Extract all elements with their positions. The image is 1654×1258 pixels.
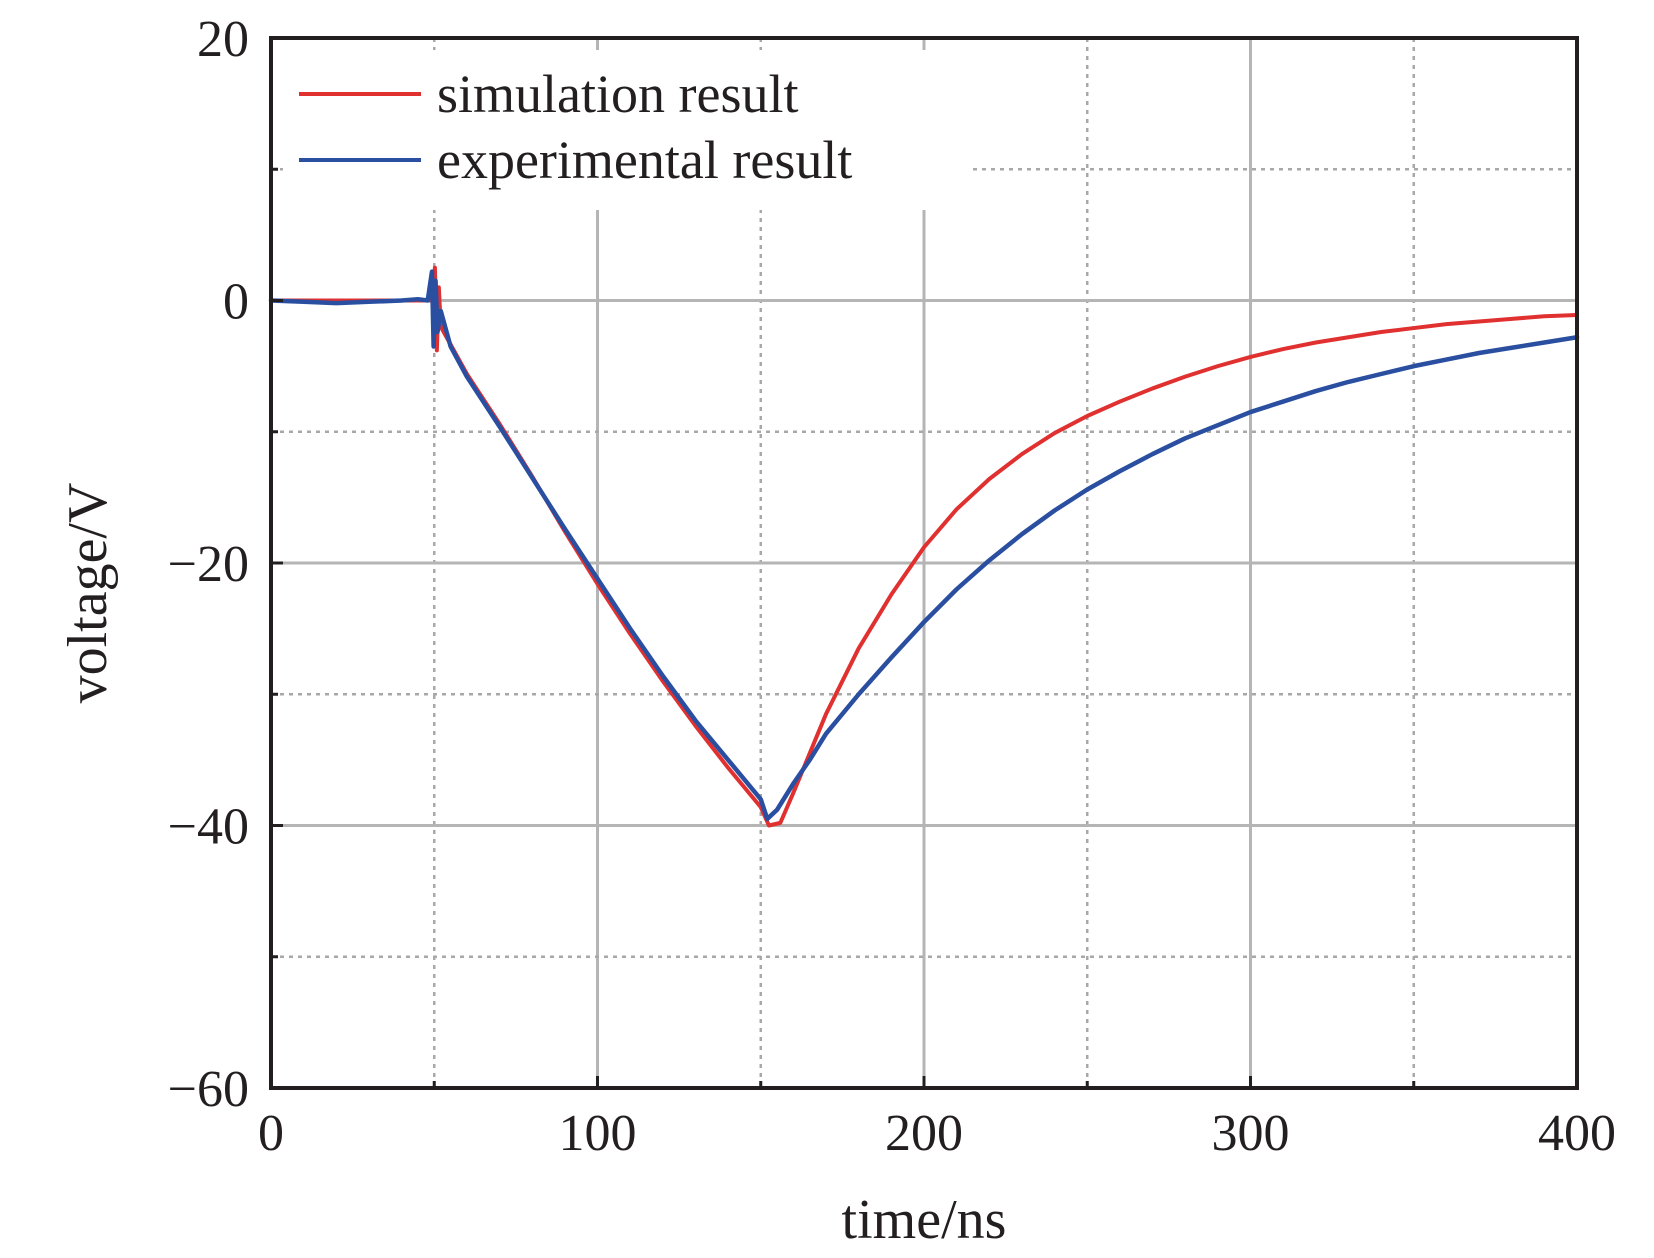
x-axis-title: time/ns: [842, 1189, 1007, 1251]
y-tick-label: −20: [168, 536, 249, 593]
y-tick-label: 20: [197, 11, 249, 68]
legend-background: [283, 50, 973, 210]
x-tick-label: 400: [1538, 1105, 1616, 1162]
axis-ticks: [269, 36, 1579, 1090]
y-tick-label: −60: [168, 1061, 249, 1118]
legend: simulation result experimental result: [283, 50, 973, 210]
series-layer: [268, 265, 1580, 828]
series-line-experimental: [268, 269, 1580, 822]
x-tick-label: 300: [1212, 1105, 1290, 1162]
y-axis-title: voltage/V: [57, 483, 119, 704]
y-tick-label: −40: [168, 799, 249, 856]
x-tick-label: 0: [258, 1105, 284, 1162]
y-tick-label: 0: [223, 274, 249, 331]
legend-label-simulation: simulation result: [437, 64, 798, 124]
x-tick-label: 100: [559, 1105, 637, 1162]
legend-label-experimental: experimental result: [437, 130, 852, 190]
x-tick-label: 200: [885, 1105, 963, 1162]
